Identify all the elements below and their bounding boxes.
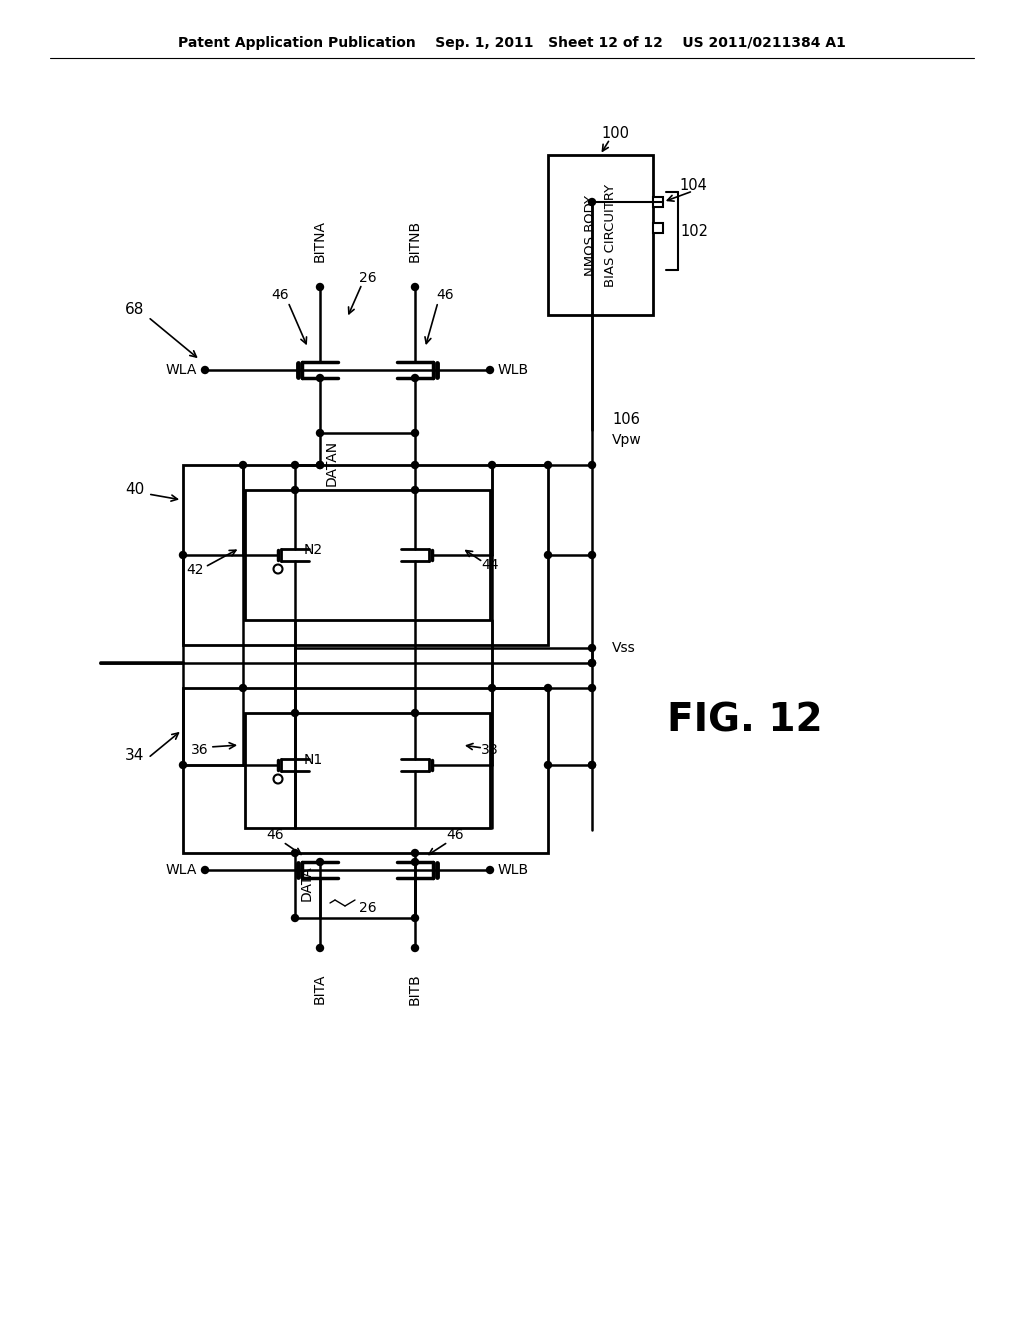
Circle shape <box>316 462 324 469</box>
Circle shape <box>202 367 209 374</box>
Circle shape <box>488 685 496 692</box>
Text: Patent Application Publication    Sep. 1, 2011   Sheet 12 of 12    US 2011/02113: Patent Application Publication Sep. 1, 2… <box>178 36 846 50</box>
Bar <box>183 465 548 645</box>
Text: FIG. 12: FIG. 12 <box>668 701 823 739</box>
Circle shape <box>179 552 186 558</box>
Circle shape <box>589 198 596 206</box>
Text: 38: 38 <box>481 743 499 756</box>
Text: 100: 100 <box>601 125 629 140</box>
Text: WLA: WLA <box>166 863 197 876</box>
Circle shape <box>545 462 552 469</box>
Bar <box>653 223 663 234</box>
Circle shape <box>589 644 596 652</box>
Bar <box>548 154 653 315</box>
Circle shape <box>316 429 324 437</box>
Circle shape <box>316 945 324 952</box>
Text: 36: 36 <box>191 743 209 756</box>
Bar <box>183 688 548 853</box>
Circle shape <box>292 850 299 857</box>
Circle shape <box>292 487 299 494</box>
Text: Vpw: Vpw <box>612 433 642 447</box>
Text: WLB: WLB <box>498 363 529 378</box>
Text: Vss: Vss <box>612 642 636 655</box>
Text: 42: 42 <box>186 564 204 577</box>
Text: N1: N1 <box>303 752 323 767</box>
Circle shape <box>412 462 419 469</box>
Text: 102: 102 <box>680 223 708 239</box>
Circle shape <box>589 552 596 558</box>
Text: WLA: WLA <box>166 363 197 378</box>
Text: 34: 34 <box>125 747 144 763</box>
Text: 46: 46 <box>266 828 284 842</box>
Bar <box>245 713 490 828</box>
Circle shape <box>202 866 209 874</box>
Circle shape <box>412 915 419 921</box>
Circle shape <box>412 429 419 437</box>
Circle shape <box>412 710 419 717</box>
Circle shape <box>486 866 494 874</box>
Text: 46: 46 <box>271 288 289 302</box>
Circle shape <box>412 858 419 866</box>
Circle shape <box>292 710 299 717</box>
Circle shape <box>545 552 552 558</box>
Text: NMOS BODY
BIAS CIRCUITRY: NMOS BODY BIAS CIRCUITRY <box>585 183 616 286</box>
Circle shape <box>545 762 552 768</box>
Text: 106: 106 <box>612 412 640 428</box>
Circle shape <box>486 367 494 374</box>
Text: WLB: WLB <box>498 863 529 876</box>
Text: 26: 26 <box>359 271 377 285</box>
Circle shape <box>589 762 596 768</box>
Text: DATAN: DATAN <box>325 440 339 486</box>
Text: 26: 26 <box>359 902 377 915</box>
Circle shape <box>292 915 299 921</box>
Circle shape <box>316 375 324 381</box>
Bar <box>245 490 490 620</box>
Circle shape <box>589 660 596 667</box>
Circle shape <box>589 660 596 667</box>
Circle shape <box>589 762 596 768</box>
Bar <box>653 197 663 207</box>
Circle shape <box>316 462 324 469</box>
Text: DATA: DATA <box>300 865 314 900</box>
Text: 104: 104 <box>679 177 707 193</box>
Circle shape <box>412 850 419 857</box>
Circle shape <box>240 685 247 692</box>
Text: 46: 46 <box>436 288 454 302</box>
Circle shape <box>179 762 186 768</box>
Circle shape <box>488 462 496 469</box>
Circle shape <box>412 284 419 290</box>
Text: 40: 40 <box>125 483 144 498</box>
Circle shape <box>240 462 247 469</box>
Circle shape <box>545 685 552 692</box>
Circle shape <box>589 685 596 692</box>
Text: 46: 46 <box>446 828 464 842</box>
Circle shape <box>292 462 299 469</box>
Text: BITB: BITB <box>408 973 422 1005</box>
Circle shape <box>412 945 419 952</box>
Text: BITNA: BITNA <box>313 220 327 261</box>
Circle shape <box>589 462 596 469</box>
Circle shape <box>316 284 324 290</box>
Circle shape <box>412 487 419 494</box>
Circle shape <box>316 858 324 866</box>
Circle shape <box>412 375 419 381</box>
Text: BITA: BITA <box>313 973 327 1003</box>
Text: 68: 68 <box>125 302 144 318</box>
Text: N2: N2 <box>303 543 323 557</box>
Text: BITNB: BITNB <box>408 220 422 261</box>
Text: 44: 44 <box>481 558 499 572</box>
